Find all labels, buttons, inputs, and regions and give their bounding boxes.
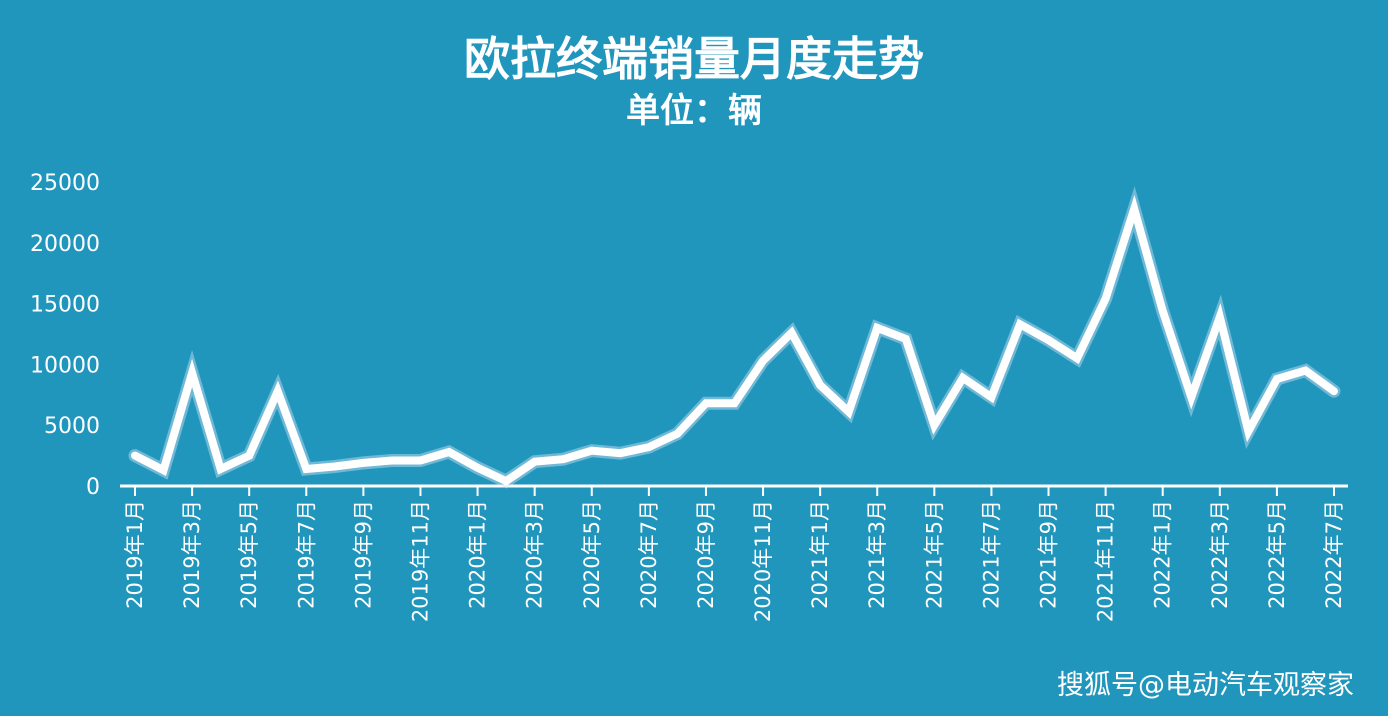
y-tick-label: 10000 [30, 353, 100, 378]
data-point [904, 337, 907, 340]
data-point [419, 459, 422, 462]
drop-lines [134, 208, 1335, 486]
data-point [448, 450, 451, 453]
data-point [390, 459, 393, 462]
data-point [276, 390, 279, 393]
data-point [619, 452, 622, 455]
x-tick-label: 2021年1月 [808, 500, 832, 609]
data-point [333, 465, 336, 468]
data-point [990, 396, 993, 399]
data-point [704, 402, 707, 405]
y-tick-label: 15000 [30, 293, 100, 318]
data-point [533, 460, 536, 463]
data-point [562, 458, 565, 461]
x-tick-label: 2020年1月 [466, 500, 490, 609]
data-point [134, 454, 136, 457]
x-tick-label: 2022年3月 [1208, 500, 1232, 609]
data-point [1076, 357, 1079, 360]
data-point [1218, 315, 1221, 318]
data-point [248, 454, 251, 457]
data-point [647, 446, 650, 449]
x-tick-label: 2019年1月 [123, 500, 147, 609]
data-point [1247, 430, 1250, 433]
x-tick-label: 2022年1月 [1151, 500, 1175, 609]
chart-title: 欧拉终端销量月度走势 [464, 32, 924, 86]
x-tick-label: 2020年3月 [523, 500, 547, 609]
x-tick-label: 2019年11月 [408, 500, 432, 622]
data-point [1018, 323, 1021, 326]
data-point [505, 480, 508, 483]
y-axis: 0 5000 10000 15000 20000 25000 [30, 171, 100, 500]
x-tick-label: 2019年3月 [180, 500, 204, 609]
x-tick-label: 2019年5月 [237, 500, 261, 609]
x-tick-label: 2020年5月 [580, 500, 604, 609]
x-tick-label: 2021年5月 [922, 500, 946, 609]
chart-subtitle: 单位：辆 [626, 91, 762, 131]
data-point [933, 424, 936, 427]
series [128, 186, 1341, 489]
data-point [1133, 207, 1136, 210]
data-point [219, 467, 222, 470]
x-tick-label: 2020年11月 [751, 500, 775, 622]
watermark: 搜狐号@电动汽车观察家 [1057, 670, 1354, 701]
data-point [1333, 390, 1335, 393]
data-point [1275, 377, 1278, 380]
data-point [1161, 309, 1164, 312]
data-point [762, 359, 765, 362]
data-point [1304, 369, 1307, 372]
x-tick-label: 2022年7月 [1322, 500, 1346, 609]
data-point [362, 461, 365, 464]
x-tick-label: 2019年7月 [294, 500, 318, 609]
data-point [162, 469, 165, 472]
x-tick-label: 2021年9月 [1037, 500, 1061, 609]
data-point [961, 376, 964, 379]
data-point [876, 326, 879, 329]
data-point [476, 466, 479, 469]
data-point [1104, 297, 1107, 300]
x-axis: 2019年1月 2019年3月 2019年5月 2019年7月 2019年9月 2019年… [123, 486, 1346, 622]
data-point [733, 402, 736, 405]
data-point [676, 432, 679, 435]
data-point [305, 467, 308, 470]
x-tick-label: 2022年5月 [1265, 500, 1289, 609]
x-tick-label: 2019年9月 [351, 500, 375, 609]
x-tick-label: 2021年11月 [1094, 500, 1118, 622]
x-tick-label: 2021年3月 [865, 500, 889, 609]
data-point [191, 371, 194, 374]
y-tick-label: 5000 [44, 414, 100, 439]
data-point [790, 331, 793, 334]
data-point [590, 449, 593, 452]
x-tick-label: 2021年7月 [979, 500, 1003, 609]
y-tick-label: 25000 [30, 171, 100, 196]
y-tick-label: 20000 [30, 232, 100, 257]
data-point [1047, 339, 1050, 342]
data-point [819, 384, 822, 387]
y-tick-label: 0 [86, 475, 100, 500]
data-point [1190, 396, 1193, 399]
data-point [847, 410, 850, 413]
x-tick-label: 2020年7月 [637, 500, 661, 609]
x-tick-label: 2020年9月 [694, 500, 718, 609]
